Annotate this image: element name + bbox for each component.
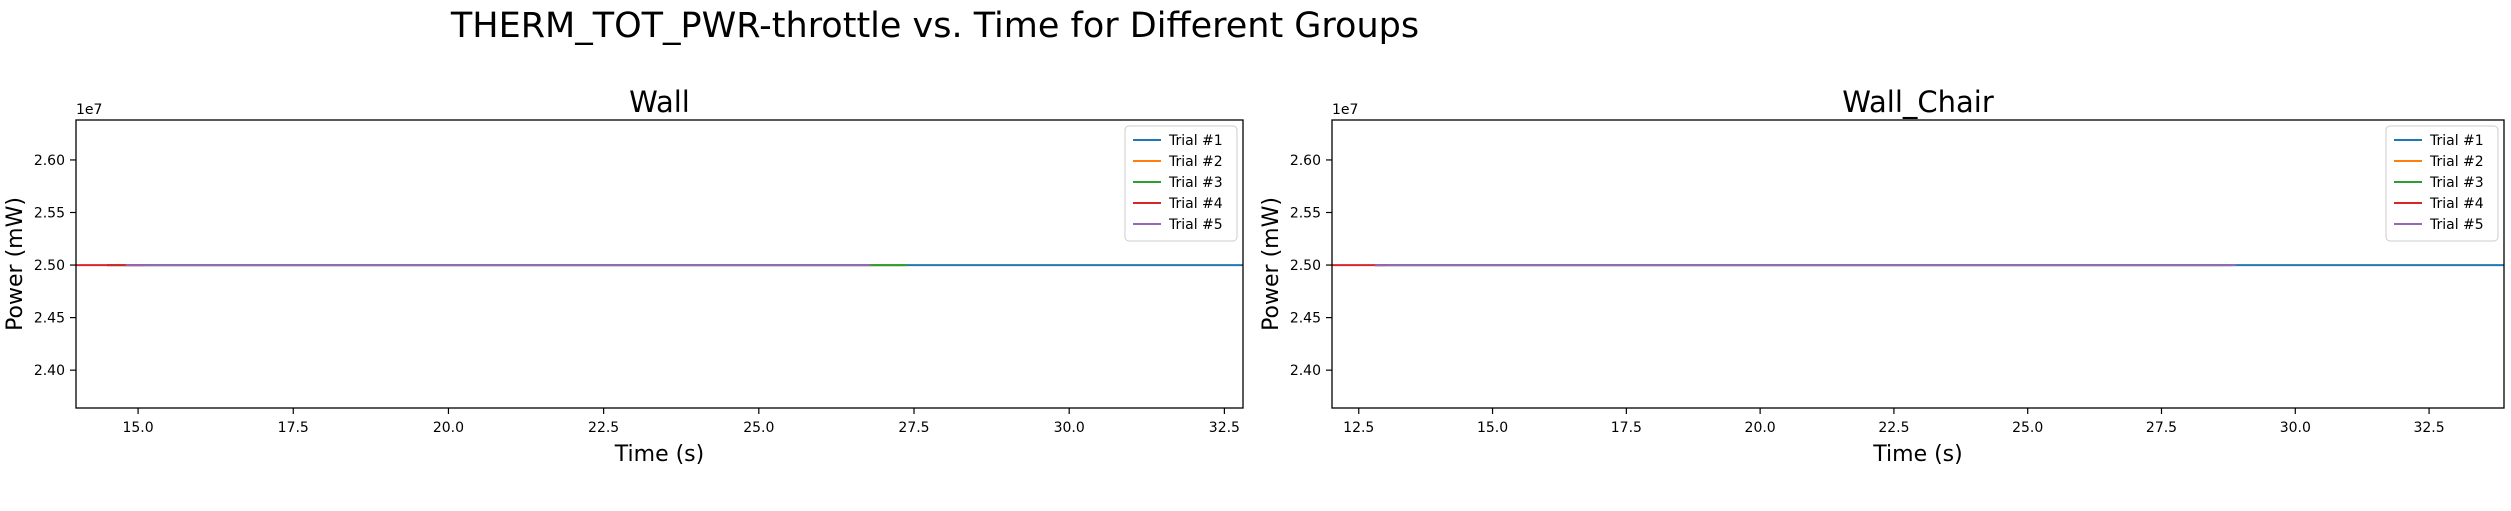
legend-label-3: Trial #3 [1168,175,1223,191]
y-tick-label: 2.60 [1290,153,1321,169]
y-tick-label: 2.50 [34,258,65,274]
x-tick-label: 32.5 [1209,420,1240,436]
plot-area [76,120,1243,408]
chart-title: Wall_Chair [1842,85,1994,119]
x-tick-label: 25.0 [2012,420,2043,436]
x-tick-label: 27.5 [898,420,929,436]
y-offset-label: 1e7 [76,102,102,118]
axes-frame [1331,119,2505,409]
legend: Trial #1 Trial #2 Trial #3 Trial #4 Trial #5 [1124,125,1238,242]
y-offset-label: 1e7 [1332,102,1358,118]
x-tick-label: 17.5 [278,420,309,436]
y-tick-label: 2.40 [1290,363,1321,379]
legend-label-4: Trial #4 [2429,196,2484,212]
y-axis-label: Power (mW) [3,197,28,331]
legend-label-5: Trial #5 [1168,217,1223,233]
x-tick-label: 20.0 [433,420,464,436]
legend-label-2: Trial #2 [2429,154,2484,170]
axes-frame [75,119,1244,409]
y-tick-label: 2.50 [1290,258,1321,274]
legend-box [2385,125,2499,242]
legend-label-2: Trial #2 [1168,154,1223,170]
legend-label-3: Trial #3 [2429,175,2484,191]
legend: Trial #1 Trial #2 Trial #3 Trial #4 Trial #5 [2385,125,2499,242]
x-tick-label: 25.0 [743,420,774,436]
chart-panel-1: 12.5 15.0 17.5 20.0 22.5 25.0 27.5 30.0 32.5 2.40… [1259,85,2505,467]
y-tick-label: 2.55 [34,205,65,221]
y-tick-label: 2.60 [34,153,65,169]
x-axis-label: Time (s) [1872,442,1962,467]
chart-title: Wall [629,85,690,119]
x-tick-label: 15.0 [122,420,153,436]
legend-label-5: Trial #5 [2429,217,2484,233]
y-axis-label: Power (mW) [1259,197,1284,331]
x-tick-label: 22.5 [1878,420,1909,436]
plot-area [1332,120,2504,408]
y-tick-label: 2.55 [1290,205,1321,221]
figure-title: THERM_TOT_PWR-throttle vs. Time for Diff… [450,6,1419,46]
x-tick-label: 20.0 [1745,420,1776,436]
legend-label-1: Trial #1 [2429,133,2484,149]
x-tick-label: 12.5 [1343,420,1374,436]
x-tick-label: 30.0 [2280,420,2311,436]
y-tick-label: 2.45 [1290,311,1321,327]
x-tick-label: 17.5 [1611,420,1642,436]
x-axis-label: Time (s) [614,442,704,467]
x-tick-label: 15.0 [1477,420,1508,436]
x-tick-label: 30.0 [1054,420,1085,436]
legend-box [1124,125,1238,242]
x-tick-label: 32.5 [2413,420,2444,436]
y-tick-label: 2.45 [34,311,65,327]
x-tick-label: 22.5 [588,420,619,436]
x-tick-label: 27.5 [2146,420,2177,436]
y-tick-label: 2.40 [34,363,65,379]
chart-panel-0: 15.0 17.5 20.0 22.5 25.0 27.5 30.0 32.5 2.40 2.45… [3,85,1244,467]
legend-label-1: Trial #1 [1168,133,1223,149]
legend-label-4: Trial #4 [1168,196,1223,212]
